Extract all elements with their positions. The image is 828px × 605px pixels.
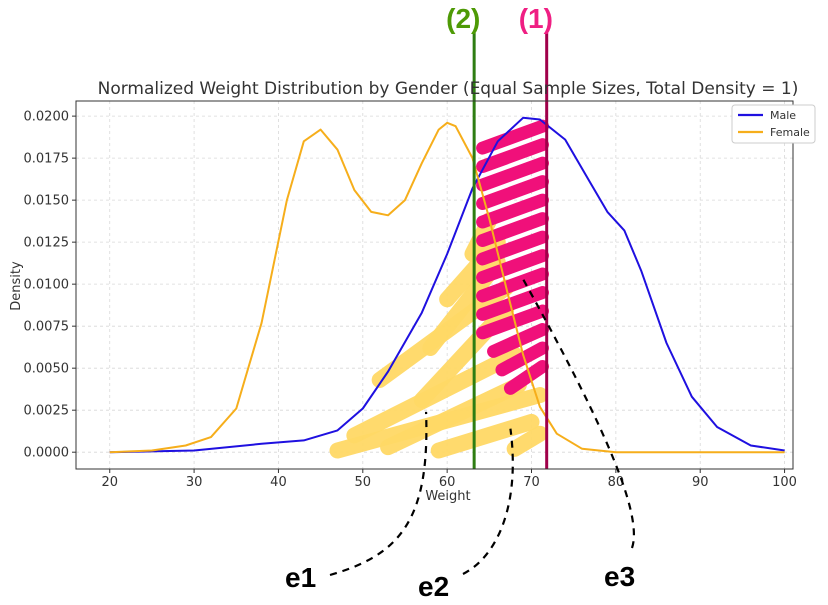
ticks-layer: 20 30 40 50 60 70 80 90 1000.00000.00250.00500.0…	[24, 110, 797, 490]
x-tick-label: 40	[270, 475, 287, 490]
plot-frame	[75, 100, 794, 470]
male-shading-stroke	[476, 119, 549, 155]
male-shading-stroke	[476, 304, 549, 340]
female-shading-stroke	[506, 425, 548, 457]
male-shading-stroke	[476, 230, 549, 266]
y-tick-label: 0.0000	[24, 446, 70, 461]
male-shading-stroke	[503, 359, 549, 395]
vertical-line-label-2: (2)	[446, 3, 480, 34]
annotation-leader-e1	[329, 411, 428, 577]
y-tick-label: 0.0150	[24, 194, 70, 209]
y-axis-label: Density	[9, 261, 24, 311]
annotation-label-e3: e3	[604, 561, 635, 592]
legend: Male Female	[731, 104, 816, 144]
male-shading-stroke	[476, 156, 549, 192]
x-tick-label: 30	[186, 475, 203, 490]
x-tick-label: 100	[772, 475, 797, 490]
x-tick-label: 50	[355, 475, 372, 490]
annotations-layer: e1 e2 e3	[285, 278, 635, 602]
female-shading-stroke	[430, 413, 540, 459]
male-shading-stroke	[495, 341, 549, 377]
male-shading-stroke	[476, 267, 549, 303]
male-shading-stroke	[476, 249, 549, 284]
annotation-label-e1: e1	[285, 562, 316, 593]
male-shading-stroke	[476, 193, 549, 229]
vertical-lines-layer: (1) (2)	[446, 3, 553, 469]
annotation-leader-e3	[522, 278, 635, 549]
y-tick-label: 0.0175	[24, 152, 70, 167]
annotation-label-e2: e2	[418, 571, 449, 602]
series-line-male	[109, 116, 785, 454]
male-shading-stroke	[476, 212, 549, 247]
x-tick-label: 70	[523, 475, 540, 490]
x-tick-label: 60	[439, 475, 456, 490]
shading-layer	[329, 119, 549, 459]
x-axis-label: Weight	[425, 489, 470, 504]
y-tick-label: 0.0075	[24, 320, 70, 335]
x-tick-label: 90	[692, 475, 709, 490]
female-shading-stroke	[380, 376, 527, 456]
y-tick-label: 0.0050	[24, 362, 70, 377]
y-tick-label: 0.0025	[24, 404, 70, 419]
legend-label-male: Male	[770, 109, 796, 122]
y-tick-label: 0.0100	[24, 278, 70, 293]
y-tick-label: 0.0200	[24, 110, 70, 125]
series-line-female	[109, 121, 785, 454]
annotation-leader-e2	[462, 428, 514, 575]
vertical-line-label-1: (1)	[519, 3, 553, 34]
chart-title: Normalized Weight Distribution by Gender…	[98, 79, 799, 99]
x-tick-label: 20	[101, 475, 118, 490]
male-shading-stroke	[476, 175, 549, 211]
legend-label-female: Female	[770, 126, 810, 139]
male-shading-stroke	[476, 138, 549, 174]
series-layer	[109, 116, 785, 454]
male-shading-stroke	[487, 323, 549, 358]
y-tick-label: 0.0125	[24, 236, 70, 251]
